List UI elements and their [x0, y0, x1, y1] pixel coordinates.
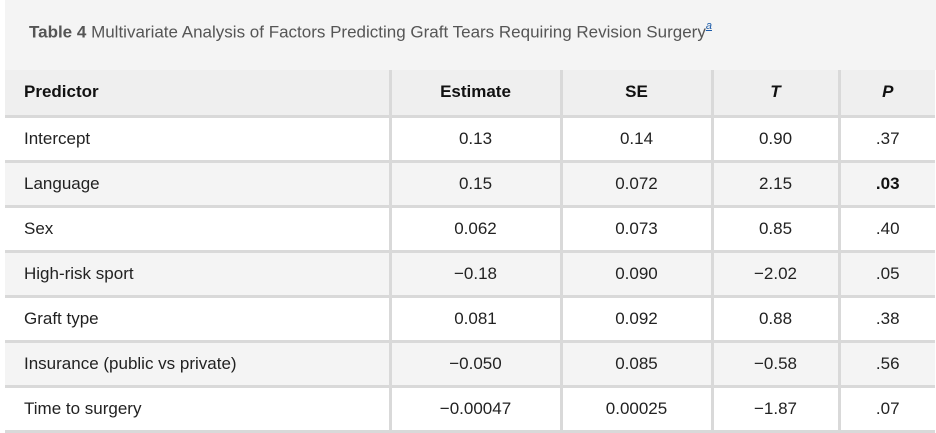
cell-predictor: High-risk sport: [5, 251, 392, 298]
table-caption: Table 4 Multivariate Analysis of Factors…: [29, 20, 712, 43]
cell-se: 0.00025: [561, 386, 714, 433]
footnote-link[interactable]: a: [705, 20, 712, 32]
cell-p: .07: [839, 386, 935, 433]
table-row: Graft type 0.081 0.092 0.88 .38: [5, 296, 935, 343]
cell-se: 0.090: [561, 251, 714, 298]
table-row: Language 0.15 0.072 2.15 .03: [5, 161, 935, 208]
cell-p: .40: [839, 206, 935, 253]
cell-predictor: Insurance (public vs private): [5, 341, 392, 388]
header-p: P: [839, 70, 935, 118]
cell-estimate: 0.062: [390, 206, 563, 253]
cell-t: −0.58: [712, 341, 841, 388]
caption-text: Multivariate Analysis of Factors Predict…: [91, 22, 706, 42]
cell-se: 0.092: [561, 296, 714, 343]
cell-p-significant: .03: [839, 161, 935, 208]
cell-t: 0.90: [712, 116, 841, 163]
table-row: Intercept 0.13 0.14 0.90 .37: [5, 116, 935, 163]
cell-estimate: 0.15: [390, 161, 563, 208]
cell-predictor: Language: [5, 161, 392, 208]
cell-t: −1.87: [712, 386, 841, 433]
cell-estimate: −0.050: [390, 341, 563, 388]
cell-predictor: Time to surgery: [5, 386, 392, 433]
cell-t: 0.85: [712, 206, 841, 253]
header-t: T: [712, 70, 841, 118]
cell-se: 0.073: [561, 206, 714, 253]
cell-predictor: Intercept: [5, 116, 392, 163]
results-table: Predictor Estimate SE T P Intercept 0.13…: [5, 70, 935, 433]
table-row: High-risk sport −0.18 0.090 −2.02 .05: [5, 251, 935, 298]
cell-se: 0.085: [561, 341, 714, 388]
cell-p: .56: [839, 341, 935, 388]
table-row: Time to surgery −0.00047 0.00025 −1.87 .…: [5, 386, 935, 433]
header-row: Predictor Estimate SE T P: [5, 70, 935, 118]
caption-bar: Table 4 Multivariate Analysis of Factors…: [5, 0, 936, 70]
header-se: SE: [561, 70, 714, 118]
cell-se: 0.072: [561, 161, 714, 208]
cell-estimate: 0.13: [390, 116, 563, 163]
caption-label: Table 4: [29, 22, 87, 42]
header-predictor: Predictor: [5, 70, 392, 118]
cell-t: −2.02: [712, 251, 841, 298]
table-row: Insurance (public vs private) −0.050 0.0…: [5, 341, 935, 388]
cell-p: .05: [839, 251, 935, 298]
cell-p: .37: [839, 116, 935, 163]
cell-se: 0.14: [561, 116, 714, 163]
cell-t: 2.15: [712, 161, 841, 208]
table-row: Sex 0.062 0.073 0.85 .40: [5, 206, 935, 253]
cell-estimate: 0.081: [390, 296, 563, 343]
cell-t: 0.88: [712, 296, 841, 343]
cell-estimate: −0.18: [390, 251, 563, 298]
cell-predictor: Sex: [5, 206, 392, 253]
cell-predictor: Graft type: [5, 296, 392, 343]
header-estimate: Estimate: [390, 70, 563, 118]
cell-estimate: −0.00047: [390, 386, 563, 433]
cell-p: .38: [839, 296, 935, 343]
